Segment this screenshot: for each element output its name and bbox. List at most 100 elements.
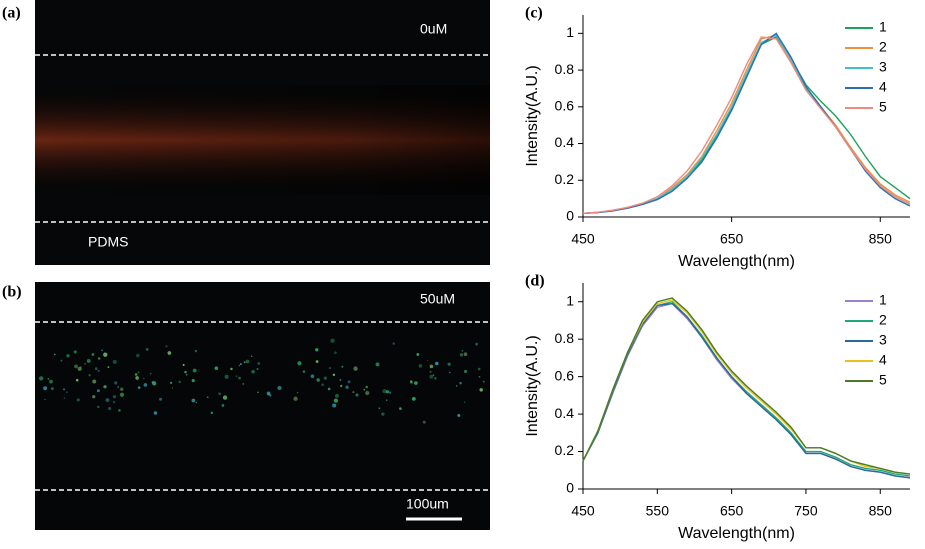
- fluorescence-spot: [135, 376, 139, 380]
- data-line: [582, 302, 911, 479]
- fluorescence-spot: [385, 390, 390, 394]
- fluorescence-spot: [73, 350, 77, 354]
- fluorescence-spot: [459, 381, 462, 385]
- fluorescence-spot: [112, 395, 117, 399]
- x-tick-label: 450: [571, 503, 595, 519]
- fluorescence-spot: [206, 396, 209, 398]
- fluorescence-spot: [414, 381, 418, 385]
- fluorescence-spot: [375, 362, 380, 367]
- fluorescence-spot: [194, 349, 198, 353]
- fluorescence-spot: [195, 401, 197, 404]
- concentration-label: 50uM: [420, 291, 455, 307]
- fluorescence-spot: [475, 342, 478, 346]
- fluorescence-spot: [352, 391, 355, 394]
- fluorescence-spot: [251, 369, 255, 374]
- panel-label: (d): [525, 273, 545, 290]
- fluorescence-spot: [345, 385, 349, 389]
- fluorescence-spot: [463, 401, 466, 403]
- fluorescence-spot: [103, 385, 107, 389]
- legend-label: 1: [879, 19, 887, 35]
- fluorescence-spot: [178, 380, 181, 384]
- data-line: [582, 34, 911, 215]
- x-tick-label: 450: [571, 231, 595, 247]
- fluorescence-spot: [447, 362, 451, 366]
- y-tick-label: 0.2: [555, 442, 575, 458]
- fluorescence-spot: [302, 370, 306, 373]
- fluorescence-spot: [38, 376, 44, 381]
- data-line: [582, 34, 911, 215]
- fluorescence-spot: [242, 382, 245, 385]
- fluorescence-fade: [35, 85, 490, 195]
- fluorescence-spot: [410, 381, 413, 385]
- fluorescence-spot: [63, 397, 66, 399]
- fluorescence-spot: [435, 361, 439, 366]
- fluorescence-spot: [80, 366, 82, 368]
- fluorescence-spot: [410, 380, 413, 383]
- fluorescence-spot: [165, 345, 168, 348]
- fluorescence-spot: [347, 380, 351, 384]
- fluorescence-spot: [316, 378, 320, 382]
- fluorescence-spot: [107, 366, 110, 369]
- x-axis-label: Wavelength(nm): [678, 525, 795, 542]
- fluorescence-spot: [399, 407, 402, 411]
- legend-label: 4: [879, 79, 887, 95]
- data-line: [582, 297, 911, 475]
- fluorescence-spot: [143, 383, 148, 387]
- fluorescence-spot: [235, 375, 238, 378]
- fluorescence-spot: [49, 379, 53, 384]
- fluorescence-spot: [422, 420, 426, 424]
- fluorescence-spot: [334, 351, 337, 355]
- fluorescence-spot: [170, 381, 173, 384]
- y-tick-label: 0: [566, 208, 574, 224]
- fluorescence-spot: [192, 368, 197, 373]
- fluorescence-spot: [455, 385, 458, 387]
- legend-label: 3: [879, 332, 887, 348]
- y-tick-label: 0.4: [555, 405, 575, 421]
- fluorescence-spot: [74, 364, 78, 369]
- fluorescence-spot: [429, 370, 432, 373]
- fluorescence-spot: [137, 371, 140, 374]
- fluorescence-spot: [482, 380, 485, 383]
- y-tick-label: 0.6: [555, 367, 575, 383]
- fluorescence-spot: [44, 398, 46, 401]
- fluorescence-spot: [91, 353, 95, 356]
- panel-label: (c): [525, 5, 543, 22]
- fluorescence-spot: [214, 366, 219, 370]
- fluorescence-spot: [363, 388, 366, 391]
- fluorescence-spot: [459, 353, 464, 357]
- fluorescence-spot: [76, 398, 80, 402]
- fluorescence-spot: [257, 391, 259, 393]
- fluorescence-spot: [167, 351, 172, 355]
- fluorescence-spot: [238, 365, 240, 367]
- fluorescence-spot: [47, 377, 50, 380]
- fluorescence-spot: [432, 374, 435, 376]
- data-line: [582, 36, 911, 215]
- fluorescence-spot: [457, 414, 461, 417]
- y-tick-label: 1: [566, 24, 574, 40]
- fluorescence-spot: [330, 338, 335, 343]
- fluorescence-spot: [136, 353, 140, 358]
- fluorescence-spot: [114, 381, 118, 385]
- y-axis-label: Intensity(A.U.): [524, 65, 541, 166]
- legend-label: 2: [879, 312, 887, 328]
- fluorescence-spot: [97, 405, 100, 409]
- legend-label: 4: [879, 352, 887, 368]
- fluorescence-spot: [112, 359, 117, 364]
- image-background: [35, 282, 490, 530]
- fluorescence-spot: [191, 398, 196, 403]
- fluorescence-spot: [426, 359, 429, 362]
- x-tick-label: 650: [720, 231, 744, 247]
- fluorescence-spot: [210, 411, 214, 415]
- fluorescence-spot: [266, 391, 271, 396]
- fluorescence-spot: [77, 366, 82, 371]
- fluorescence-spot: [327, 387, 331, 391]
- y-tick-label: 0: [566, 480, 574, 496]
- fluorescence-spot: [119, 392, 125, 397]
- fluorescence-spot: [332, 403, 337, 408]
- fluorescence-spot: [108, 407, 112, 411]
- fluorescence-spot: [429, 374, 434, 379]
- fluorescence-spot: [239, 363, 242, 366]
- fluorescence-spot: [117, 386, 120, 388]
- fluorescence-spot: [86, 359, 91, 363]
